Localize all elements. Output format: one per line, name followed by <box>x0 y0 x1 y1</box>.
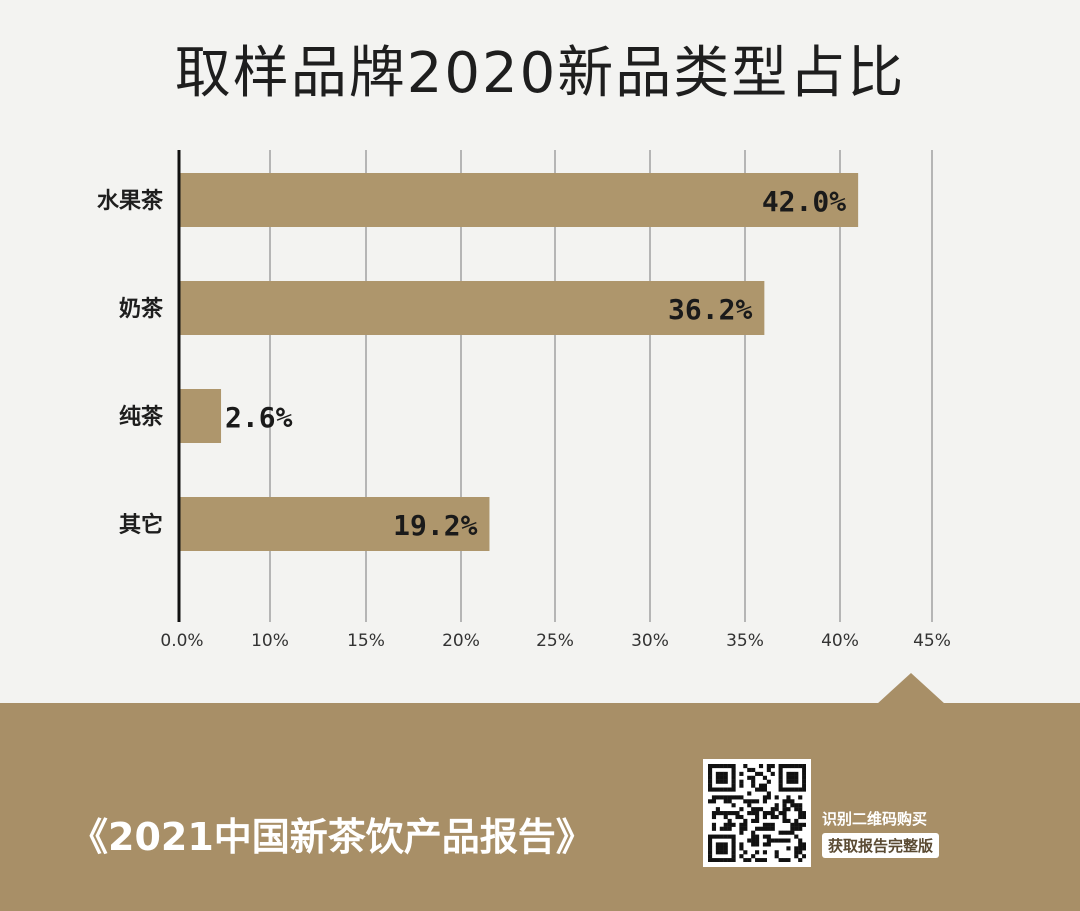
value-label: 2.6% <box>225 401 293 434</box>
value-labels: 42.0% 36.2% 2.6% 19.2% <box>225 185 846 542</box>
tick-labels: 0.0% 10% 15% 20% 25% 30% 35% 40% 45% <box>160 631 951 651</box>
bar <box>179 281 765 335</box>
chart-title: 取样品牌2020新品类型占比 <box>174 41 906 106</box>
x-tick-label: 30% <box>631 631 669 651</box>
category-label: 奶茶 <box>119 296 164 322</box>
x-tick-label: 15% <box>347 631 385 651</box>
x-tick-label: 45% <box>913 631 951 651</box>
value-label: 19.2% <box>393 509 477 542</box>
x-tick-label: 10% <box>251 631 289 651</box>
bar <box>179 497 490 551</box>
bar <box>179 173 859 227</box>
report-title: 《2021中国新茶饮产品报告》 <box>70 815 594 859</box>
qr-code-icon[interactable] <box>703 759 811 867</box>
footer-notch <box>877 673 945 704</box>
bar <box>179 389 222 443</box>
value-label: 42.0% <box>762 185 846 218</box>
grid-lines <box>269 150 933 622</box>
x-tick-label: 20% <box>442 631 480 651</box>
promo-text-full-report: 获取报告完整版 <box>822 833 940 858</box>
x-tick-label: 40% <box>821 631 859 651</box>
x-tick-label: 0.0% <box>160 631 203 651</box>
category-label: 纯茶 <box>119 404 164 430</box>
category-label: 其它 <box>119 512 163 538</box>
promo-text-buy: 识别二维码购买 <box>822 810 928 828</box>
category-label: 水果茶 <box>97 189 164 214</box>
bars <box>179 173 859 551</box>
value-label: 36.2% <box>668 293 752 326</box>
footer-band <box>0 703 1080 911</box>
x-tick-label: 25% <box>536 631 574 651</box>
x-tick-label: 35% <box>726 631 764 651</box>
